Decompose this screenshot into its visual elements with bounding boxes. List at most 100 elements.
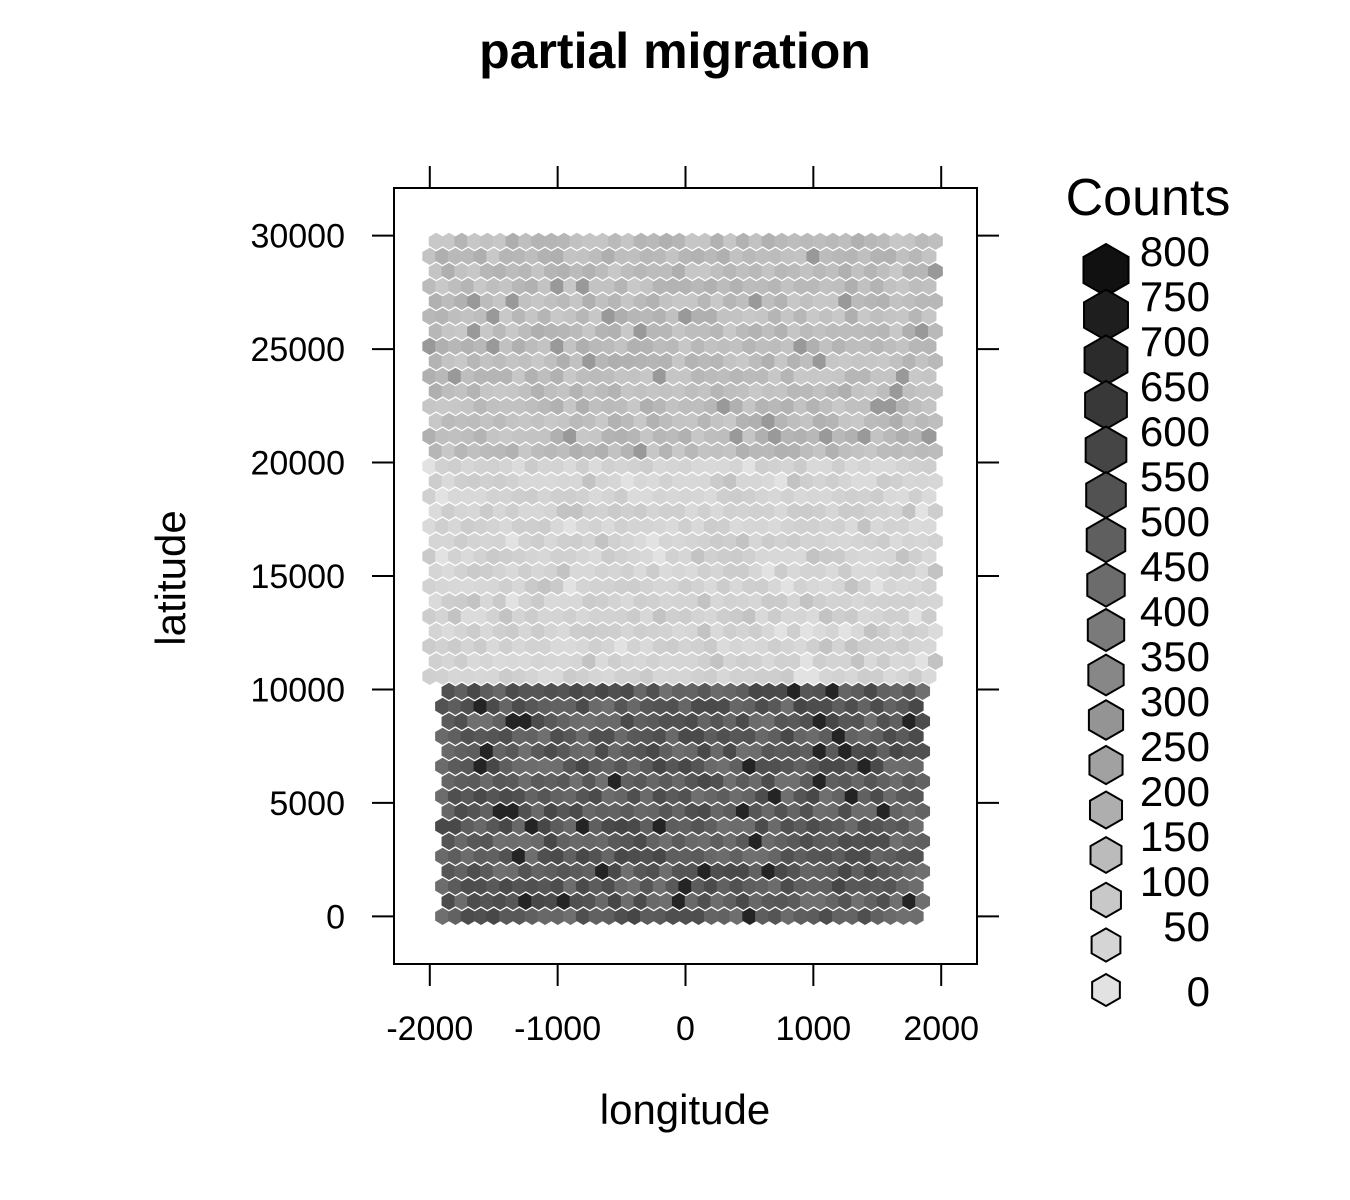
hex-cell [543, 502, 559, 520]
hex-cell [499, 247, 515, 265]
hex-cell [671, 322, 687, 340]
hex-cell [883, 547, 899, 565]
hex-cell [806, 847, 822, 865]
hex-cell [627, 397, 643, 415]
hex-cell [735, 232, 751, 250]
hex-cell [838, 772, 854, 790]
hex-cell [819, 427, 835, 445]
hex-cell [659, 682, 675, 700]
hex-cell [492, 532, 508, 550]
hex-cell [633, 682, 649, 700]
hex-cell [819, 397, 835, 415]
hex-cell [511, 307, 527, 325]
hex-cell [799, 742, 815, 760]
hex-cell [652, 517, 668, 535]
hex-cell [863, 352, 879, 370]
hex-cell [851, 832, 867, 850]
hex-cell [723, 622, 739, 640]
hex-cell [787, 892, 803, 910]
hex-cell [505, 502, 521, 520]
hex-cell [569, 592, 585, 610]
hex-cell [735, 592, 751, 610]
hex-cell [870, 307, 886, 325]
hex-cell [844, 727, 860, 745]
hex-cell [614, 247, 630, 265]
hex-cell [927, 322, 943, 340]
hex-cell [889, 772, 905, 790]
hex-cell [518, 622, 534, 640]
hex-cell [524, 577, 540, 595]
hex-cell [620, 292, 636, 310]
hex-cell [844, 667, 860, 685]
hex-cell [505, 592, 521, 610]
hex-cell [518, 652, 534, 670]
legend-label: 800 [1140, 228, 1210, 275]
hex-cell [761, 352, 777, 370]
hex-cell [633, 712, 649, 730]
hex-cell [927, 472, 943, 490]
hex-cell [537, 907, 553, 925]
hex-cell [710, 352, 726, 370]
hex-cell [550, 397, 566, 415]
hex-cell [575, 367, 591, 385]
hex-cell [454, 622, 470, 640]
hex-cell [588, 457, 604, 475]
hex-cell [767, 667, 783, 685]
hex-cell [435, 727, 451, 745]
hex-cell [716, 727, 732, 745]
hex-cell [665, 247, 681, 265]
hex-cell [639, 757, 655, 775]
hex-cell [851, 262, 867, 280]
hex-cell [652, 877, 668, 895]
hex-cell [716, 667, 732, 685]
hex-cell [921, 397, 937, 415]
hex-cell [511, 367, 527, 385]
hex-cell [716, 637, 732, 655]
hex-cell [646, 892, 662, 910]
hex-cell [895, 577, 911, 595]
hex-cell [806, 817, 822, 835]
hex-cell [761, 802, 777, 820]
hex-cell [767, 277, 783, 295]
hex-cell [473, 907, 489, 925]
hex-cell [863, 832, 879, 850]
hex-cell [595, 292, 611, 310]
hex-cell [761, 622, 777, 640]
hex-cell [454, 322, 470, 340]
y-axis-label: latitude [147, 510, 194, 645]
hex-cell [620, 412, 636, 430]
hex-cell [454, 592, 470, 610]
hex-cell [915, 292, 931, 310]
hex-cell [684, 352, 700, 370]
hex-cell [851, 712, 867, 730]
hex-cell [543, 742, 559, 760]
hex-cell [883, 577, 899, 595]
hex-cell [876, 652, 892, 670]
hex-cell [492, 442, 508, 460]
hex-cell [652, 337, 668, 355]
hex-cell [511, 667, 527, 685]
hex-cell [486, 847, 502, 865]
hex-cell [735, 832, 751, 850]
hex-cell [633, 832, 649, 850]
legend-label: 200 [1140, 768, 1210, 815]
hex-cell [607, 772, 623, 790]
hex-cell [537, 487, 553, 505]
hex-cell [774, 412, 790, 430]
hex-cell [780, 307, 796, 325]
hex-cell [851, 862, 867, 880]
hex-cell [588, 727, 604, 745]
hex-cell [742, 607, 758, 625]
hex-cell [486, 337, 502, 355]
hex-cell [499, 607, 515, 625]
hex-cell [454, 862, 470, 880]
hex-cell [703, 337, 719, 355]
hex-cell [767, 727, 783, 745]
hex-cell [889, 742, 905, 760]
hex-cell [716, 817, 732, 835]
hex-cell [639, 697, 655, 715]
hex-cell [723, 232, 739, 250]
hex-cell [633, 382, 649, 400]
hex-cell [774, 742, 790, 760]
hex-cell [793, 487, 809, 505]
